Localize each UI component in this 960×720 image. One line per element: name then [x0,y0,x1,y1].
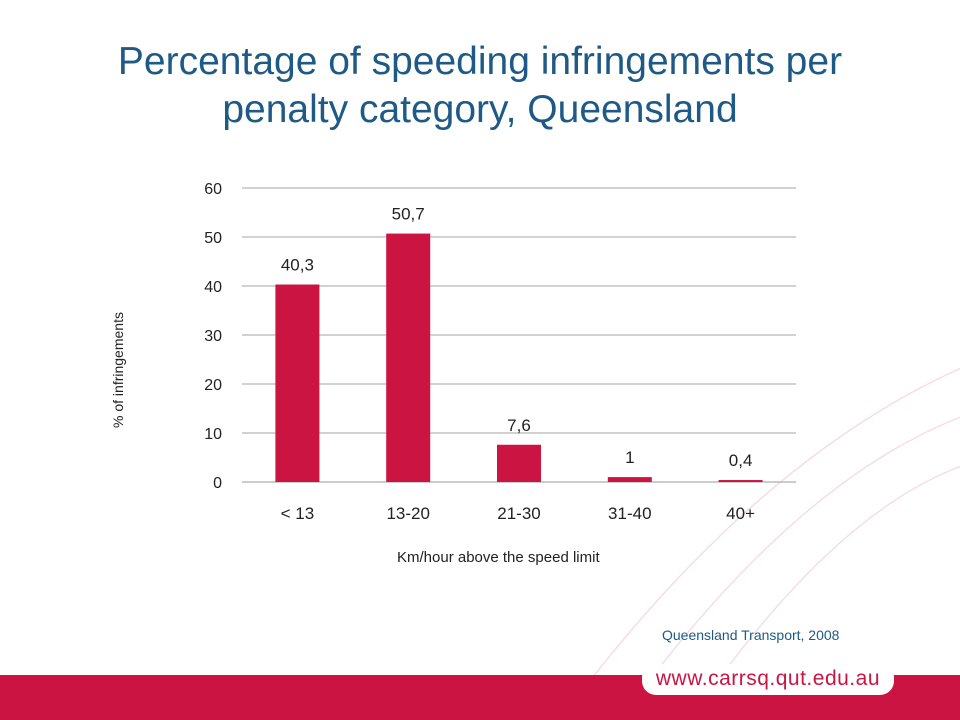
x-tick-label: 40+ [726,504,755,523]
y-tick-label: 0 [213,475,222,492]
chart-title-line2: penalty category, Queensland [222,88,738,131]
y-tick-label: 50 [204,230,222,247]
bar [497,444,541,482]
x-tick-label: < 13 [281,504,315,523]
footer-url-link[interactable]: www.carrsq.qut.edu.au [641,664,894,695]
y-tick-label: 10 [204,426,222,443]
x-tick-label: 31-40 [608,504,651,523]
x-tick-label: 13-20 [386,504,429,523]
chart-title-line1: Percentage of speeding infringements per [117,40,843,83]
bar [386,233,431,482]
data-label: 0,4 [729,451,753,470]
data-label: 1 [625,448,634,467]
data-label: 40,3 [281,256,314,275]
bar [275,284,320,482]
bar [718,480,763,482]
y-axis-label: % of infringements [110,312,126,428]
x-tick-label: 21-30 [497,504,540,523]
chart-title: Percentage of speeding infringements per… [0,38,960,134]
source-citation: Queensland Transport, 2008 [662,627,840,643]
data-label: 50,7 [392,205,425,224]
y-tick-label: 20 [204,377,222,394]
y-tick-label: 40 [204,279,222,296]
data-label: 7,6 [507,416,531,435]
y-tick-label: 60 [204,181,222,198]
bar [607,477,652,482]
bar-chart: 0 10 20 30 40 50 60 40,3 < 13 50,7 13-20 7,6 21-30 1 3… [204,181,796,523]
x-axis-label: Km/hour above the speed limit [397,549,600,566]
y-tick-label: 30 [204,328,222,345]
